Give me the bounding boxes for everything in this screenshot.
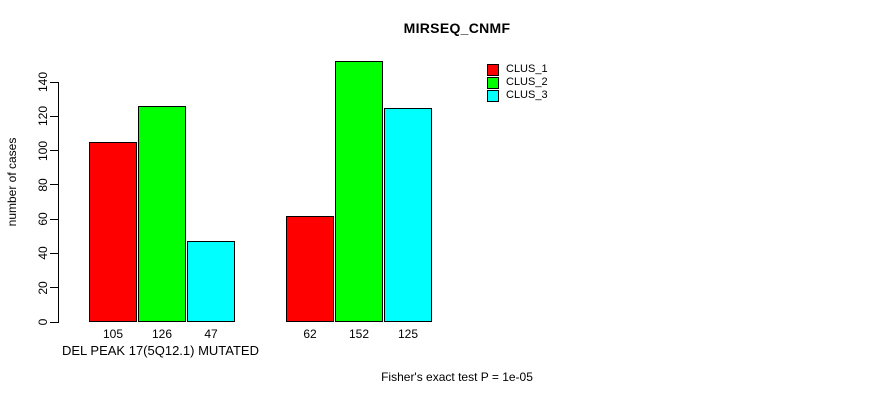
chart-title: MIRSEQ_CNMF xyxy=(403,20,511,36)
y-axis-tick xyxy=(50,115,58,117)
legend: CLUS_1 CLUS_2 CLUS_3 xyxy=(487,63,548,102)
bar-clus_1-group-1 xyxy=(89,142,137,322)
bar-value-label: 62 xyxy=(303,327,317,341)
bar-clus_3-group-1 xyxy=(187,241,235,322)
bar-value-label: 105 xyxy=(102,327,124,341)
bar-value-label: 47 xyxy=(204,327,218,341)
y-axis-tick-label: 60 xyxy=(36,212,50,226)
y-axis-tick-label: 100 xyxy=(36,140,50,161)
y-axis-tick xyxy=(50,287,58,289)
bar-clus_1-group-2 xyxy=(286,216,334,322)
y-axis-tick xyxy=(50,321,58,323)
y-axis-tick-label: 20 xyxy=(36,281,50,295)
legend-swatch-clus_1 xyxy=(487,63,499,76)
y-axis-tick-label: 40 xyxy=(36,246,50,261)
y-axis-tick xyxy=(50,150,58,152)
bar-value-label: 126 xyxy=(151,327,173,341)
bar-clus_2-group-2 xyxy=(335,61,383,322)
y-axis-line xyxy=(58,82,59,323)
y-axis-tick xyxy=(50,252,58,254)
legend-label: CLUS_1 xyxy=(506,63,548,75)
legend-swatch-clus_2 xyxy=(487,76,499,89)
footnote: Fisher's exact test P = 1e-05 xyxy=(381,370,533,384)
bar-value-label: 125 xyxy=(397,327,419,341)
legend-label: CLUS_2 xyxy=(506,76,548,88)
legend-item-clus_2: CLUS_2 xyxy=(487,76,548,89)
y-axis-tick xyxy=(50,184,58,186)
legend-item-clus_1: CLUS_1 xyxy=(487,63,548,76)
y-axis-tick-label: 80 xyxy=(36,178,50,192)
y-axis-tick-label: 0 xyxy=(36,318,50,326)
y-axis-tick-label: 120 xyxy=(36,106,50,127)
y-axis-tick xyxy=(50,218,58,220)
y-axis-label: number of cases xyxy=(5,137,19,227)
legend-label: CLUS_3 xyxy=(506,89,548,101)
y-axis-tick xyxy=(50,81,58,83)
bar-clus_2-group-1 xyxy=(138,106,186,322)
legend-swatch-clus_3 xyxy=(487,89,499,102)
y-axis-tick-label: 140 xyxy=(36,71,50,93)
x-axis-label: DEL PEAK 17(5Q12.1) MUTATED xyxy=(62,343,259,358)
bar-clus_3-group-2 xyxy=(384,108,432,322)
bar-value-label: 152 xyxy=(348,327,370,341)
legend-item-clus_3: CLUS_3 xyxy=(487,89,548,102)
